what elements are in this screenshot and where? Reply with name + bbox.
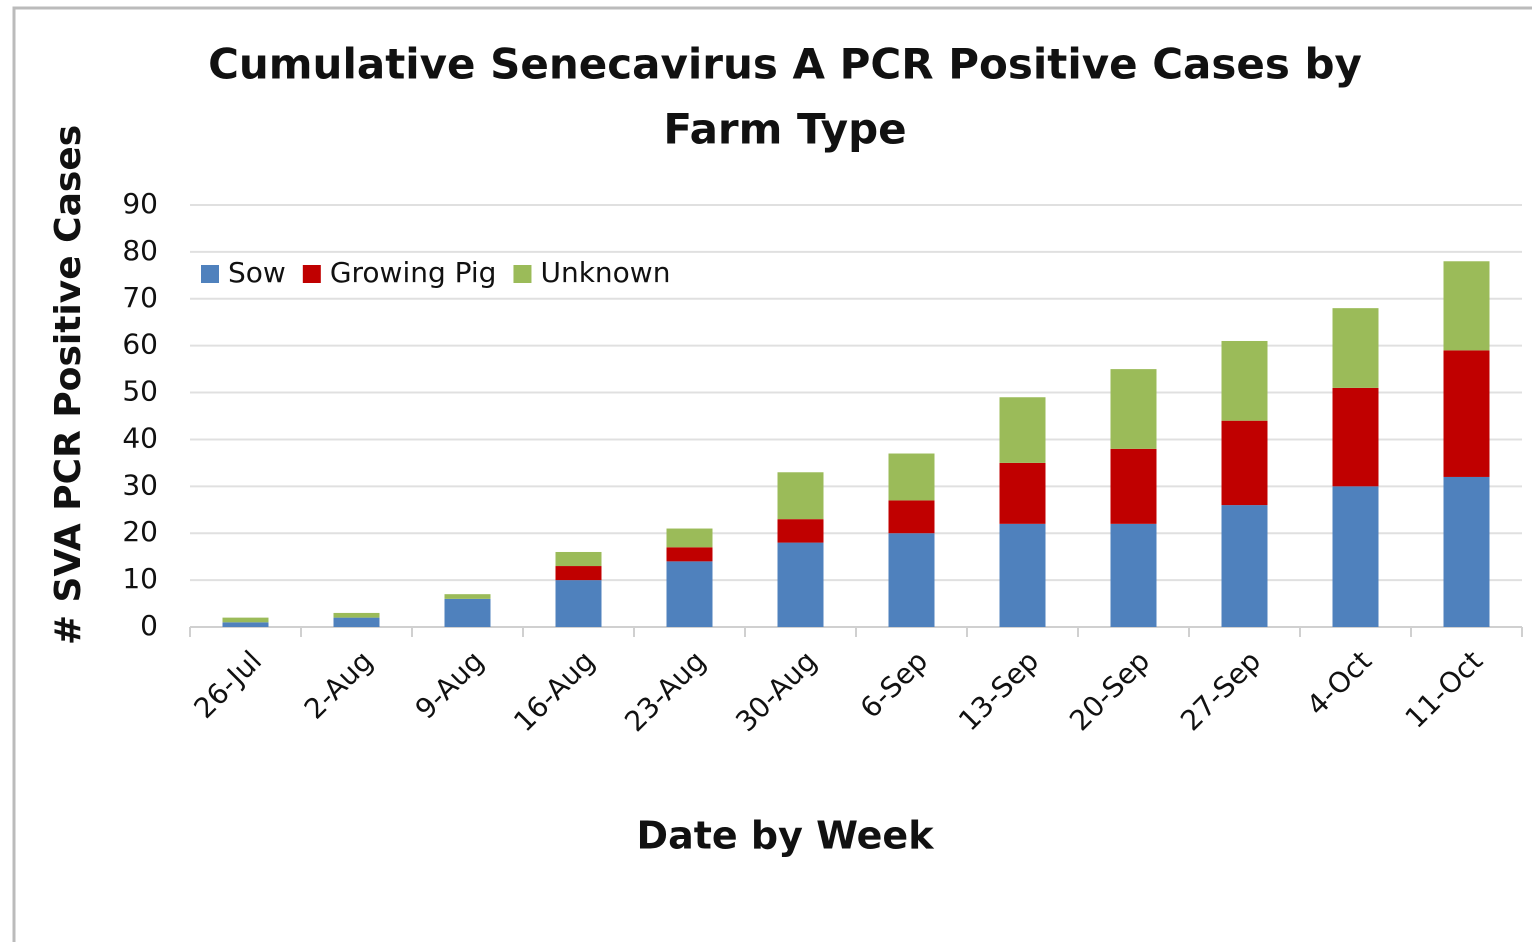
- bar-segment: [555, 551, 602, 567]
- bar-segment: [1221, 420, 1268, 506]
- bar-segment: [222, 617, 269, 623]
- y-axis-label: # SVA PCR Positive Cases: [48, 125, 89, 645]
- bar-segment: [666, 528, 713, 548]
- bar-segment: [222, 622, 269, 627]
- bar-segment: [1332, 486, 1379, 627]
- y-tick-label: 70: [122, 281, 158, 314]
- bar-segment: [999, 397, 1046, 463]
- bar-segment: [1110, 369, 1157, 449]
- bar-segment: [888, 533, 935, 627]
- legend-label: Growing Pig: [330, 256, 497, 289]
- bar-segment: [1443, 261, 1490, 351]
- bar-segment: [333, 617, 380, 627]
- bar-segment: [777, 542, 824, 627]
- y-tick-label: 50: [122, 375, 158, 408]
- bar-segment: [888, 453, 935, 501]
- y-tick-label: 10: [122, 562, 158, 595]
- bar-segment: [444, 598, 491, 627]
- legend-swatch: [302, 265, 321, 283]
- bar-segment: [666, 547, 713, 562]
- bar-segment: [444, 594, 491, 599]
- y-tick-label: 80: [122, 234, 158, 267]
- bar-segment: [666, 561, 713, 627]
- bar-segment: [777, 519, 824, 543]
- legend-swatch: [513, 265, 532, 283]
- chart-frame: [12, 6, 1532, 942]
- legend-swatch: [201, 265, 219, 283]
- chart-title: Cumulative Senecavirus A PCR Positive Ca…: [208, 40, 1362, 89]
- y-tick-label: 90: [122, 187, 158, 220]
- bar-segment: [555, 566, 602, 581]
- y-tick-label: 60: [122, 328, 158, 361]
- bar-segment: [1443, 350, 1490, 477]
- legend-label: Unknown: [540, 256, 670, 289]
- bar-segment: [1443, 476, 1490, 627]
- y-tick-label: 40: [122, 421, 158, 454]
- bar-segment: [999, 523, 1046, 627]
- x-axis-label: Date by Week: [637, 814, 935, 858]
- y-tick-label: 20: [122, 515, 158, 548]
- bar-segment: [777, 472, 824, 520]
- bar-segment: [555, 580, 602, 627]
- legend-label: Sow: [228, 256, 286, 289]
- bar-segment: [1110, 523, 1157, 627]
- bar-segment: [999, 462, 1046, 524]
- bar-segment: [888, 500, 935, 534]
- bar-segment: [1332, 308, 1379, 388]
- bar-segment: [1221, 340, 1268, 421]
- bar-segment: [1221, 505, 1268, 627]
- y-tick-label: 30: [122, 468, 158, 501]
- chart-title: Farm Type: [663, 105, 906, 154]
- bar-segment: [333, 612, 380, 618]
- bar-segment: [1110, 448, 1157, 524]
- y-tick-label: 0: [140, 609, 158, 642]
- bar-segment: [1332, 387, 1379, 487]
